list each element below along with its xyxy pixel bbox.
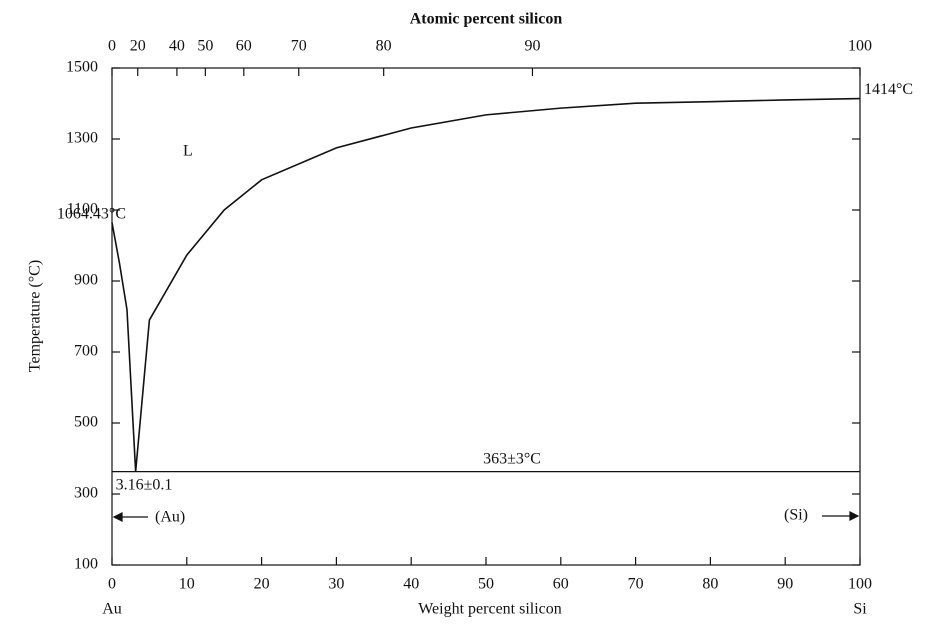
- top-tick-label: 70: [291, 38, 307, 55]
- y-tick-label: 1500: [66, 59, 98, 76]
- y-tick-label: 700: [74, 343, 98, 360]
- x-tick-label: 0: [108, 576, 116, 593]
- y-tick-label: 1300: [66, 130, 98, 147]
- top-axis-title: Atomic percent silicon: [410, 11, 563, 28]
- x-tick-label: 80: [702, 576, 718, 593]
- x-tick-label: 30: [328, 576, 344, 593]
- melting-point-label: 1414°C: [864, 81, 913, 98]
- y-tick-label: 1100: [67, 201, 98, 218]
- liquidus-line: [111, 97, 861, 472]
- x-tick-label: 50: [478, 576, 494, 593]
- x-tick-label: 10: [179, 576, 195, 593]
- x-tick-label: 90: [777, 576, 793, 593]
- y-tick-label: 500: [74, 414, 98, 431]
- phase-label: (Au): [155, 509, 185, 526]
- top-tick-label: 20: [130, 38, 146, 55]
- x-tick-label: 40: [403, 576, 419, 593]
- x-tick-label: 20: [254, 576, 270, 593]
- top-tick-label: 100: [848, 38, 872, 55]
- y-tick-label: 100: [74, 556, 98, 573]
- top-tick-label: 40: [169, 38, 185, 55]
- eutectic-composition-label: 3.16±0.1: [116, 476, 173, 493]
- top-tick-label: 80: [376, 38, 392, 55]
- y-tick-label: 300: [74, 485, 98, 502]
- x-tick-label: 100: [848, 576, 872, 593]
- top-tick-label: 90: [524, 38, 540, 55]
- x-tick-label: 60: [553, 576, 569, 593]
- phase-label: L: [183, 143, 193, 160]
- y-tick-label: 900: [74, 272, 98, 289]
- top-tick-label: 60: [236, 38, 252, 55]
- x-tick-label: 70: [628, 576, 644, 593]
- melting-point-label: 1064.43°C: [57, 205, 126, 222]
- eutectic-label: 363±3°C: [483, 450, 541, 467]
- top-tick-label: 0: [108, 38, 116, 55]
- top-tick-label: 50: [197, 38, 213, 55]
- end-label: Au: [102, 601, 122, 618]
- y-axis-title: Temperature (°C): [27, 260, 44, 372]
- end-label: Si: [853, 601, 867, 618]
- phase-label: (Si): [784, 507, 808, 524]
- plot-frame: [111, 67, 861, 566]
- arrows: [112, 511, 860, 522]
- x-axis-title: Weight percent silicon: [418, 601, 562, 618]
